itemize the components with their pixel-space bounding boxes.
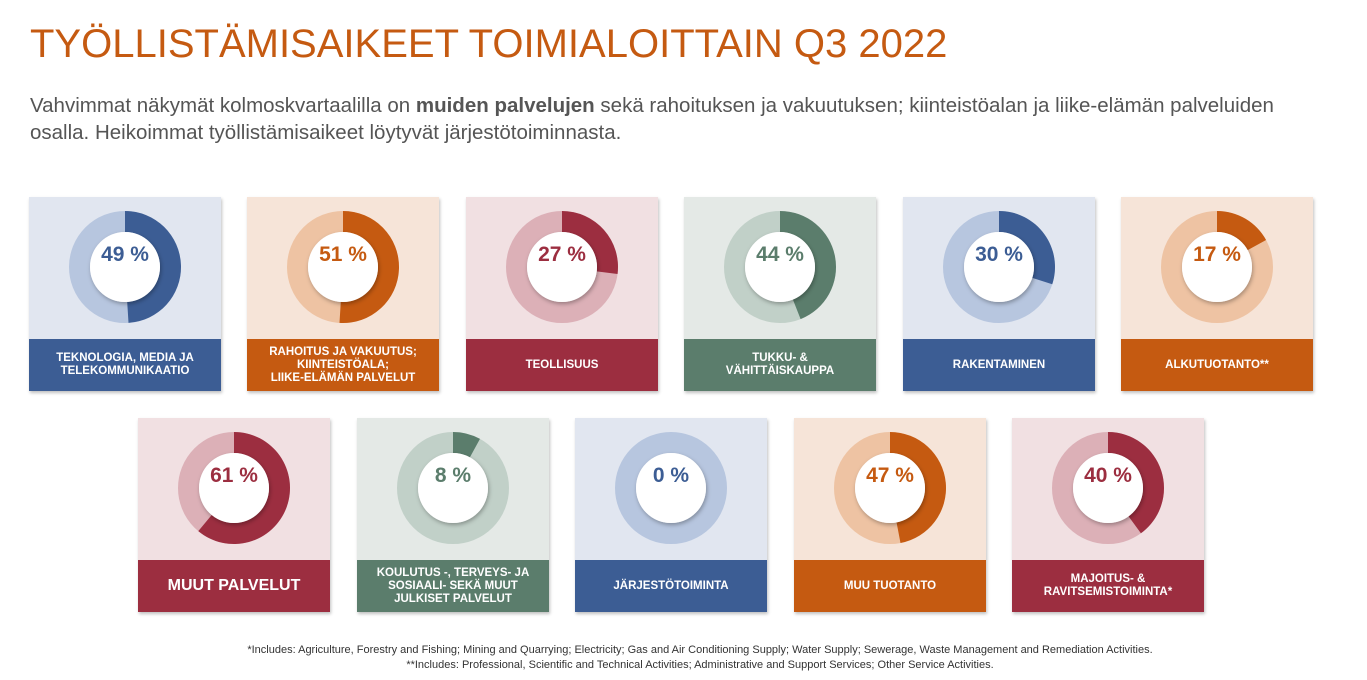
donut-chart [397,432,509,544]
donut-center [855,453,925,523]
donut-value-arc [339,211,399,323]
donut-center [527,232,597,302]
industry-card: 51 % RAHOITUS JA VAKUUTUS; KIINTEISTÖALA;… [247,197,439,391]
donut-center [418,453,488,523]
donut-chart [69,211,182,323]
donut-chart [943,211,1055,323]
donut-value-arc [780,211,836,320]
industry-card: 47 % MUU TUOTANTO [794,418,986,612]
industry-card: 49 % TEKNOLOGIA, MEDIA JA TELEKOMMUNIKAAT… [29,197,221,391]
percentage-label: 44 % [756,243,804,266]
percentage-label: 17 % [1193,243,1241,266]
donut-chart [1161,211,1273,323]
industry-label: MUUT PALVELUT [138,560,330,612]
industry-label: KOULUTUS -, TERVEYS- JA SOSIAALI- SEKÄ M… [357,560,549,612]
donut-center [1073,453,1143,523]
donut-value-arc [1217,211,1267,251]
subtitle-emphasis: muiden palvelujen [415,94,595,117]
donut-remainder [615,432,727,544]
donut-chart [615,432,727,544]
footnotes: *Includes: Agriculture, Forestry and Fis… [0,643,1367,673]
industry-label: ALKUTUOTANTO** [1121,339,1313,391]
percentage-label: 51 % [319,243,367,266]
donut-value-arc [562,211,618,275]
industry-card: 61 % MUUT PALVELUT [138,418,330,612]
industry-label: MAJOITUS- & RAVITSEMISTOIMINTA* [1012,560,1204,612]
donut-center [199,453,269,523]
page-subtitle: Vahvimmat näkymät kolmoskvartaalilla on … [30,92,1330,146]
industry-label: TEKNOLOGIA, MEDIA JA TELEKOMMUNIKAATIO [29,339,221,391]
industry-label: RAKENTAMINEN [903,339,1095,391]
industry-card: 44 % TUKKU- & VÄHITTÄISKAUPPA [684,197,876,391]
donut-value-arc [890,432,947,544]
donut-chart [287,211,399,323]
donut-center [745,232,815,302]
donut-value-arc [198,432,290,544]
donut-value-arc [999,211,1055,285]
industry-card: 8 % KOULUTUS -, TERVEYS- JA SOSIAALI- SEK… [357,418,549,612]
industry-label: RAHOITUS JA VAKUUTUS; KIINTEISTÖALA; LII… [247,339,439,391]
percentage-label: 61 % [210,464,258,487]
percentage-label: 40 % [1084,464,1132,487]
industry-label: MUU TUOTANTO [794,560,986,612]
donut-value-arc [125,211,182,323]
percentage-label: 47 % [866,464,914,487]
industry-card: 27 % TEOLLISUUS [466,197,658,391]
industry-label: TUKKU- & VÄHITTÄISKAUPPA [684,339,876,391]
donut-chart [724,211,836,323]
donut-value-arc [453,432,480,458]
subtitle-text: Vahvimmat näkymät kolmoskvartaalilla on [30,94,416,117]
donut-chart [1052,432,1164,544]
donut-chart [178,432,290,544]
industry-label: TEOLLISUUS [466,339,658,391]
donut-chart [834,432,947,544]
donut-center [308,232,378,302]
percentage-label: 30 % [975,243,1023,266]
footnote-2: **Includes: Professional, Scientific and… [406,659,994,671]
percentage-label: 49 % [101,243,149,266]
donut-center [1182,232,1252,302]
donut-value-arc [1108,432,1164,534]
industry-card: 17 % ALKUTUOTANTO** [1121,197,1313,391]
percentage-label: 0 % [652,464,690,487]
industry-card: 0 % JÄRJESTÖTOIMINTA [575,418,767,612]
donut-center [636,453,706,523]
donut-center [90,232,160,302]
percentage-label: 27 % [538,243,586,266]
page-title: TYÖLLISTÄMISAIKEET TOIMIALOITTAIN Q3 202… [30,22,948,66]
footnote-1: *Includes: Agriculture, Forestry and Fis… [247,644,1153,656]
donut-chart [506,211,618,323]
industry-label: JÄRJESTÖTOIMINTA [575,560,767,612]
subtitle-text-end: sekä rahoituksen ja vakuutuksen; kiintei… [30,94,1274,144]
industry-card: 40 % MAJOITUS- & RAVITSEMISTOIMINTA* [1012,418,1204,612]
donut-center [964,232,1034,302]
industry-card: 30 % RAKENTAMINEN [903,197,1095,391]
percentage-label: 8 % [434,464,472,487]
